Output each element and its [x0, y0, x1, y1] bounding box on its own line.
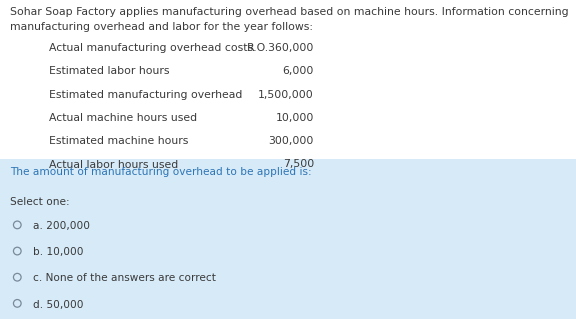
Text: Estimated machine hours: Estimated machine hours [49, 136, 188, 146]
Text: manufacturing overhead and labor for the year follows:: manufacturing overhead and labor for the… [10, 22, 313, 32]
Text: b. 10,000: b. 10,000 [33, 247, 84, 257]
Text: c. None of the answers are correct: c. None of the answers are correct [33, 273, 217, 283]
Text: Actual labor hours used: Actual labor hours used [49, 160, 178, 169]
Ellipse shape [13, 300, 21, 307]
Text: R.O.360,000: R.O.360,000 [247, 43, 314, 53]
Text: d. 50,000: d. 50,000 [33, 300, 84, 309]
Text: Estimated labor hours: Estimated labor hours [49, 66, 169, 76]
Text: 300,000: 300,000 [268, 136, 314, 146]
Text: 1,500,000: 1,500,000 [258, 90, 314, 100]
Text: Estimated manufacturing overhead: Estimated manufacturing overhead [49, 90, 242, 100]
FancyBboxPatch shape [0, 0, 576, 159]
Text: Sohar Soap Factory applies manufacturing overhead based on machine hours. Inform: Sohar Soap Factory applies manufacturing… [10, 7, 569, 17]
Ellipse shape [13, 273, 21, 281]
Text: The amount of manufacturing overhead to be applied is:: The amount of manufacturing overhead to … [10, 167, 312, 177]
Text: a. 200,000: a. 200,000 [33, 221, 90, 231]
Ellipse shape [13, 221, 21, 229]
Text: 10,000: 10,000 [275, 113, 314, 123]
Text: 6,000: 6,000 [283, 66, 314, 76]
Ellipse shape [13, 247, 21, 255]
Text: 7,500: 7,500 [283, 160, 314, 169]
Text: Actual machine hours used: Actual machine hours used [49, 113, 197, 123]
Text: Select one:: Select one: [10, 197, 70, 207]
Text: Actual manufacturing overhead costs: Actual manufacturing overhead costs [49, 43, 253, 53]
